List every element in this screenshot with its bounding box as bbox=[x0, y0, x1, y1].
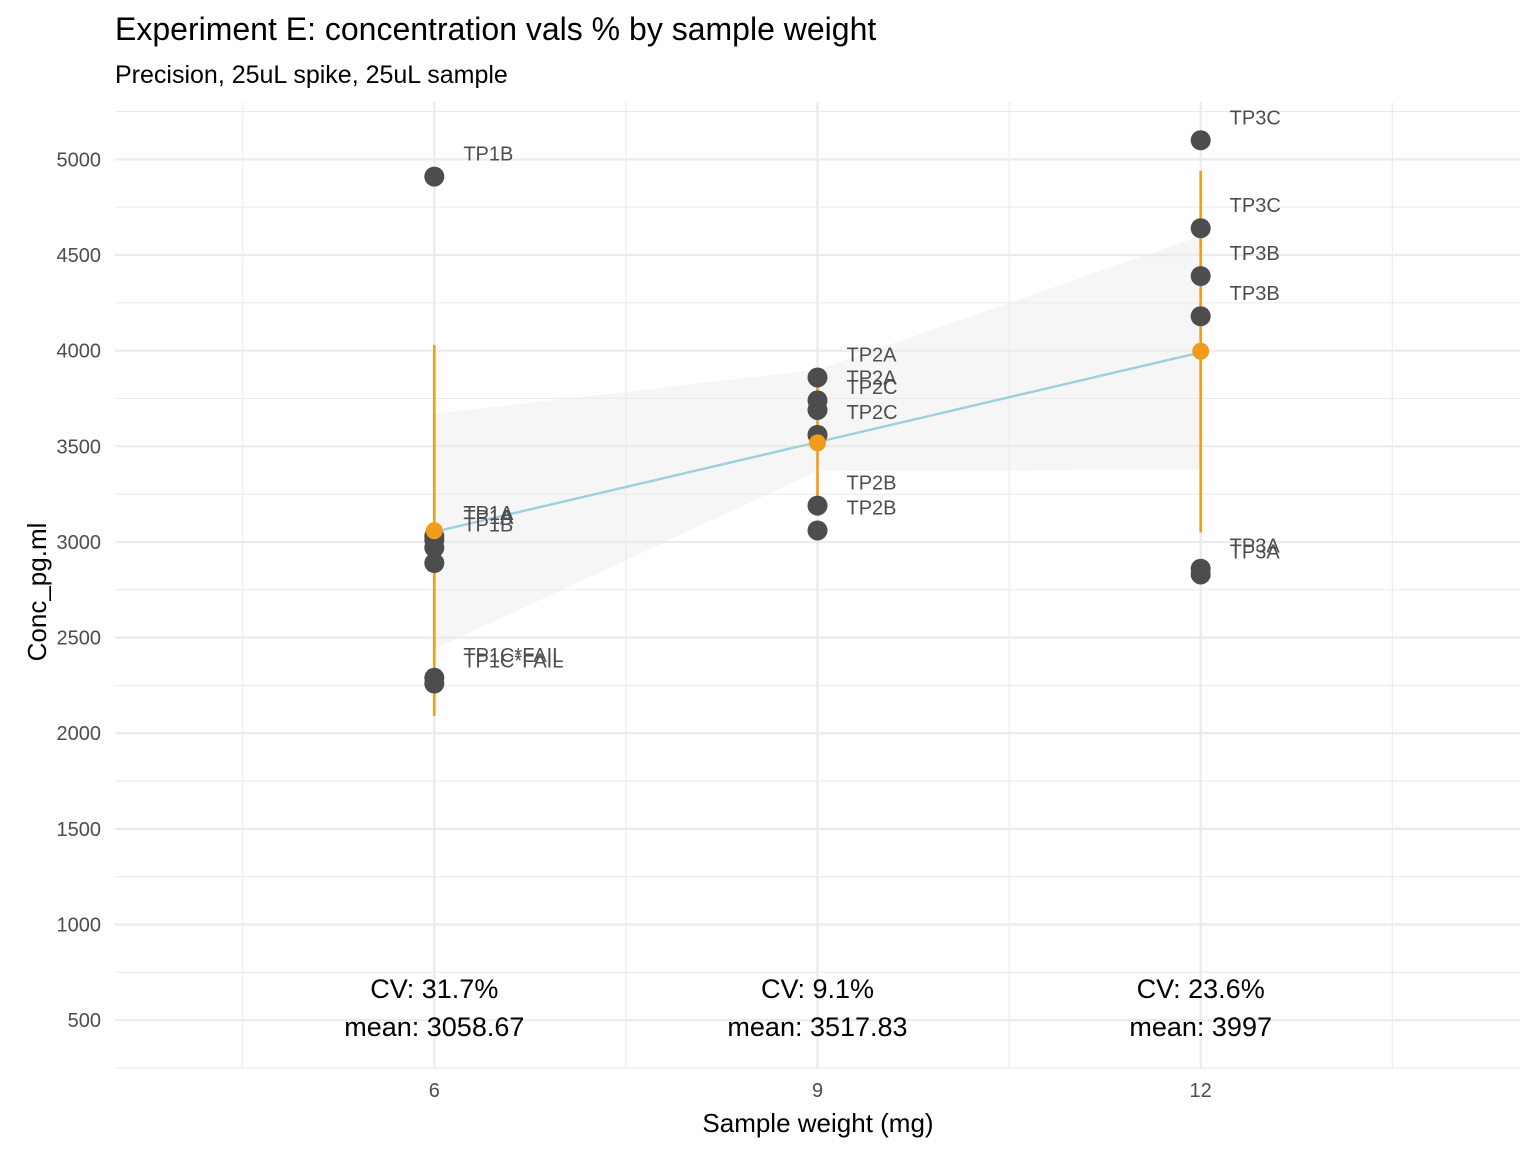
point-label: TP1C*FAIL bbox=[463, 645, 563, 667]
summary-annotations: CV: 31.7% mean: 3058.67 CV: 9.1% mean: 3517… bbox=[344, 974, 1272, 1042]
point-label: TP3A bbox=[1230, 541, 1281, 563]
point-label: TP3B bbox=[1230, 283, 1280, 305]
point-label: TP2A bbox=[847, 344, 898, 366]
y-tick-label: 1000 bbox=[57, 915, 102, 937]
y-tick-label: 3000 bbox=[57, 532, 102, 554]
point-labels: TP1BTP1ATP1ATP1BTP1C*FAILTP1C*FAILTP2ATP… bbox=[463, 107, 1280, 672]
data-point bbox=[807, 367, 828, 388]
data-point bbox=[1190, 130, 1211, 151]
mean-label: mean: 3997 bbox=[1129, 1012, 1272, 1042]
data-points bbox=[424, 130, 1211, 694]
x-tick-label: 9 bbox=[812, 1080, 823, 1102]
point-label: TP2C bbox=[847, 402, 898, 424]
mean-point bbox=[809, 434, 826, 452]
y-tick-label: 2500 bbox=[57, 628, 102, 650]
data-point bbox=[1190, 564, 1211, 585]
data-point bbox=[807, 495, 828, 516]
y-tick-label: 4500 bbox=[57, 245, 102, 267]
y-tick-label: 3500 bbox=[57, 436, 102, 458]
x-tick-label: 12 bbox=[1190, 1080, 1212, 1102]
point-label: TP1B bbox=[463, 144, 513, 166]
point-label: TP3C bbox=[1230, 195, 1281, 217]
cv-label: CV: 23.6% bbox=[1137, 974, 1265, 1004]
point-label: TP3C bbox=[1230, 107, 1281, 129]
y-tick-label: 5000 bbox=[57, 149, 102, 171]
y-tick-label: 2000 bbox=[57, 723, 102, 745]
point-label: TP3A bbox=[1230, 536, 1281, 558]
data-point bbox=[1190, 306, 1211, 327]
mean-point bbox=[425, 522, 443, 540]
mean-label: mean: 3058.67 bbox=[344, 1012, 524, 1042]
data-point bbox=[807, 520, 828, 541]
y-axis-title: Conc_pg.ml bbox=[22, 523, 52, 662]
x-axis-title: Sample weight (mg) bbox=[702, 1108, 933, 1138]
data-point bbox=[1190, 266, 1211, 287]
chart-title: Experiment E: concentration vals % by sa… bbox=[115, 11, 876, 47]
point-label: TP2B bbox=[847, 473, 897, 495]
point-label: TP1B bbox=[463, 515, 513, 537]
axis-ticks: 500 1000 1500 2000 2500 3000 3500 4000 4500 5000 6… bbox=[57, 149, 1212, 1102]
mean-label: mean: 3517.83 bbox=[727, 1012, 907, 1042]
cv-label: CV: 9.1% bbox=[761, 974, 874, 1004]
gridlines bbox=[115, 102, 1520, 1069]
chart-subtitle: Precision, 25uL spike, 25uL sample bbox=[115, 61, 508, 89]
point-label: TP2A bbox=[847, 367, 898, 389]
data-point bbox=[424, 166, 445, 187]
point-label: TP2B bbox=[847, 497, 897, 519]
y-tick-label: 4000 bbox=[57, 341, 102, 363]
point-label: TP2C bbox=[847, 377, 898, 399]
mean-points bbox=[425, 342, 1210, 540]
data-point bbox=[424, 553, 445, 574]
x-tick-label: 6 bbox=[429, 1080, 440, 1102]
data-point bbox=[424, 537, 445, 558]
data-point bbox=[424, 673, 445, 694]
point-label: TP1A bbox=[463, 507, 514, 529]
cv-label: CV: 31.7% bbox=[370, 974, 498, 1004]
y-tick-label: 1500 bbox=[57, 819, 102, 841]
data-point bbox=[1190, 218, 1211, 239]
point-label: TP1A bbox=[463, 503, 514, 525]
point-label: TP3B bbox=[1230, 243, 1280, 265]
data-point bbox=[807, 399, 828, 420]
y-tick-label: 500 bbox=[68, 1010, 101, 1032]
point-label: TP1C*FAIL bbox=[463, 651, 563, 673]
mean-point bbox=[1192, 342, 1210, 360]
